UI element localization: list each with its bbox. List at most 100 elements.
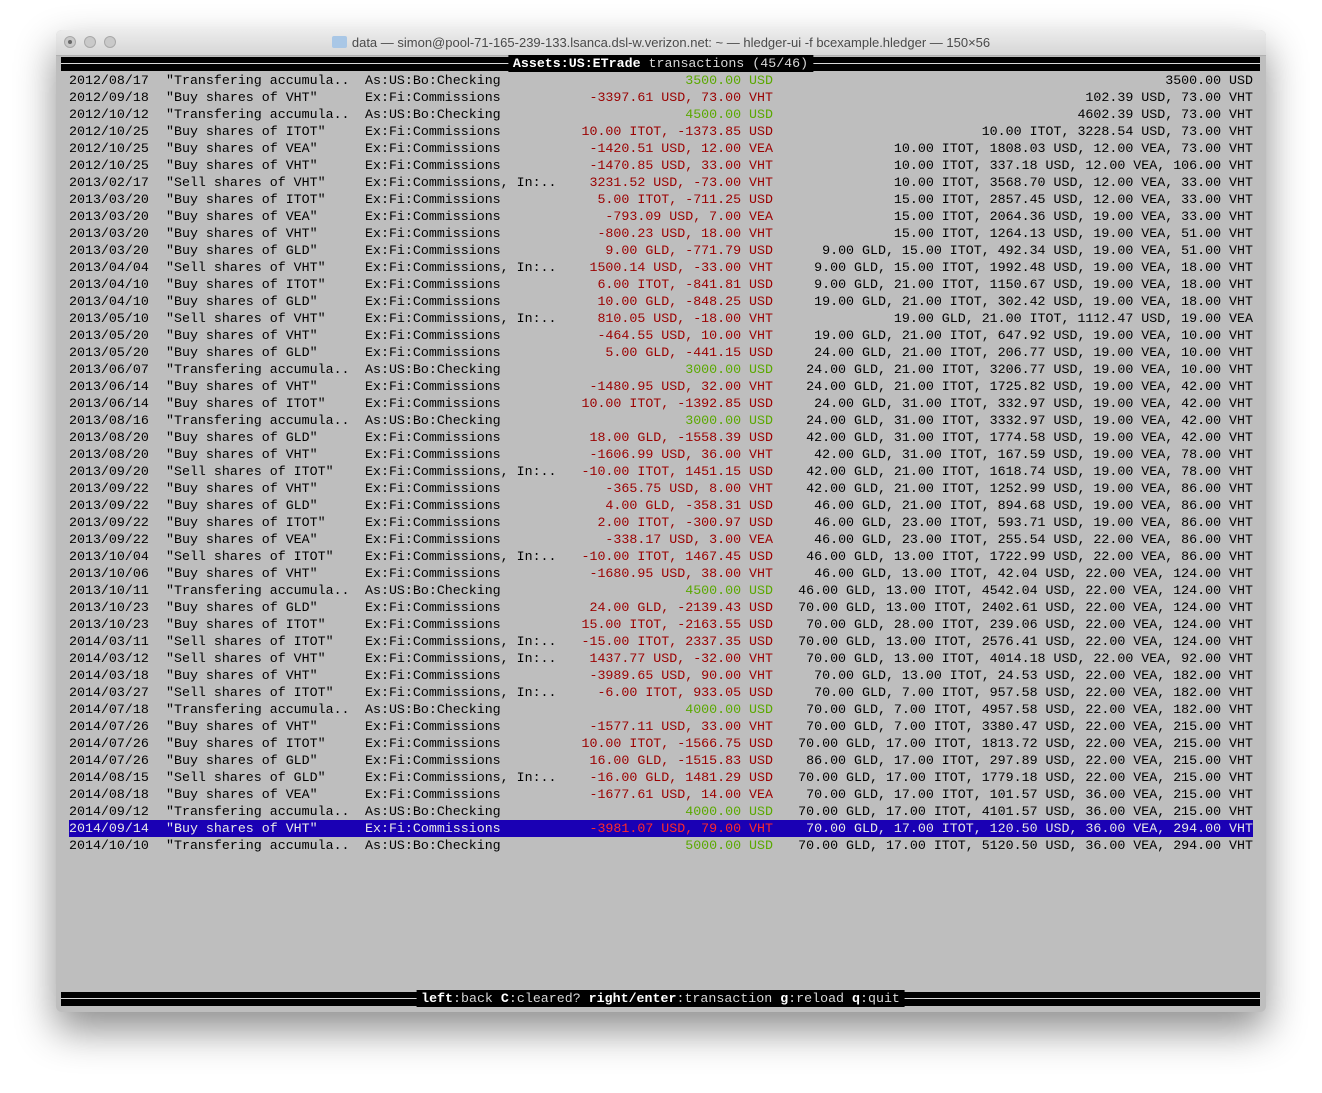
transaction-row[interactable]: 2013/06/07 "Transfering accumula.. As:US:B… [61, 361, 1260, 378]
transaction-row[interactable]: 2013/02/17 "Sell shares of VHT" Ex:Fi:Comm… [61, 174, 1260, 191]
transaction-row[interactable]: 2013/03/20 "Buy shares of ITOT" Ex:Fi:Comm… [61, 191, 1260, 208]
transaction-row[interactable]: 2013/04/04 "Sell shares of VHT" Ex:Fi:Comm… [61, 259, 1260, 276]
row-description: "Buy shares of ITOT" [166, 736, 326, 751]
row-account: Ex:Fi:Commissions, In:.. [365, 685, 557, 700]
row-balance: 70.00 GLD, 7.00 ITOT, 3380.47 USD, 22.00… [806, 719, 1253, 734]
row-date: 2013/08/20 [69, 447, 149, 462]
row-date: 2013/10/04 [69, 549, 149, 564]
transaction-row[interactable]: 2014/09/12 "Transfering accumula.. As:US:B… [61, 803, 1260, 820]
row-balance: 86.00 GLD, 17.00 ITOT, 297.89 USD, 22.00… [806, 753, 1253, 768]
transaction-row[interactable]: 2013/10/04 "Sell shares of ITOT" Ex:Fi:Com… [61, 548, 1260, 565]
row-date: 2014/07/26 [69, 736, 149, 751]
row-balance: 70.00 GLD, 7.00 ITOT, 957.58 USD, 22.00 … [814, 685, 1253, 700]
folder-icon [331, 36, 347, 48]
row-account: Ex:Fi:Commissions [365, 617, 501, 632]
transaction-row[interactable]: 2014/07/26 "Buy shares of ITOT" Ex:Fi:Comm… [61, 735, 1260, 752]
transaction-row[interactable]: 2013/06/14 "Buy shares of ITOT" Ex:Fi:Comm… [61, 395, 1260, 412]
transaction-row[interactable]: 2014/08/18 "Buy shares of VEA" Ex:Fi:Commi… [61, 786, 1260, 803]
row-balance: 19.00 GLD, 21.00 ITOT, 1112.47 USD, 19.0… [893, 311, 1253, 326]
row-account: Ex:Fi:Commissions [365, 719, 501, 734]
row-date: 2014/09/14 [69, 821, 149, 836]
row-account: Ex:Fi:Commissions [365, 600, 501, 615]
transaction-row[interactable]: 2014/03/11 "Sell shares of ITOT" Ex:Fi:Com… [61, 633, 1260, 650]
transaction-row[interactable]: 2013/10/11 "Transfering accumula.. As:US:B… [61, 582, 1260, 599]
transaction-row[interactable]: 2013/04/10 "Buy shares of GLD" Ex:Fi:Commi… [61, 293, 1260, 310]
row-date: 2014/09/12 [69, 804, 149, 819]
transaction-row[interactable]: 2013/09/22 "Buy shares of ITOT" Ex:Fi:Comm… [61, 514, 1260, 531]
row-amount: -3989.65 USD, 90.00 VHT [589, 668, 773, 683]
row-amount: 4500.00 USD [685, 107, 773, 122]
row-balance: 24.00 GLD, 21.00 ITOT, 1725.82 USD, 19.0… [806, 379, 1253, 394]
transaction-row[interactable]: 2013/09/22 "Buy shares of VHT" Ex:Fi:Commi… [61, 480, 1260, 497]
row-balance: 9.00 GLD, 15.00 ITOT, 492.34 USD, 19.00 … [822, 243, 1253, 258]
transaction-row[interactable]: 2012/10/12 "Transfering accumula.. As:US:B… [61, 106, 1260, 123]
transaction-row[interactable]: 2013/03/20 "Buy shares of VEA" Ex:Fi:Commi… [61, 208, 1260, 225]
transaction-row[interactable]: 2013/05/20 "Buy shares of VHT" Ex:Fi:Commi… [61, 327, 1260, 344]
row-date: 2013/09/22 [69, 498, 149, 513]
transaction-row[interactable]: 2013/08/16 "Transfering accumula.. As:US:B… [61, 412, 1260, 429]
transaction-row[interactable]: 2014/07/26 "Buy shares of GLD" Ex:Fi:Commi… [61, 752, 1260, 769]
row-amount: 18.00 GLD, -1558.39 USD [589, 430, 773, 445]
transaction-row[interactable]: 2014/07/26 "Buy shares of VHT" Ex:Fi:Commi… [61, 718, 1260, 735]
transaction-row[interactable]: 2013/08/20 "Buy shares of GLD" Ex:Fi:Commi… [61, 429, 1260, 446]
close-button[interactable] [64, 36, 76, 48]
transaction-row[interactable]: 2013/09/22 "Buy shares of VEA" Ex:Fi:Commi… [61, 531, 1260, 548]
transaction-row[interactable]: 2014/10/10 "Transfering accumula.. As:US:B… [61, 837, 1260, 854]
row-balance: 9.00 GLD, 21.00 ITOT, 1150.67 USD, 19.00… [814, 277, 1253, 292]
header-account: Assets:US:ETrade [512, 56, 641, 71]
title-bar: data — simon@pool-71-165-239-133.lsanca.… [56, 30, 1266, 56]
row-account: Ex:Fi:Commissions [365, 430, 501, 445]
transaction-list[interactable]: 2012/08/17 "Transfering accumula.. As:US:B… [61, 72, 1260, 854]
transaction-row[interactable]: 2012/10/25 "Buy shares of ITOT" Ex:Fi:Comm… [61, 123, 1260, 140]
row-amount: 16.00 GLD, -1515.83 USD [589, 753, 773, 768]
transaction-row[interactable]: 2013/06/14 "Buy shares of VHT" Ex:Fi:Commi… [61, 378, 1260, 395]
header-rest: transactions (45/46) [640, 56, 809, 71]
row-account: Ex:Fi:Commissions, In:.. [365, 651, 557, 666]
transaction-row[interactable]: 2014/08/15 "Sell shares of GLD" Ex:Fi:Comm… [61, 769, 1260, 786]
row-amount: 5.00 ITOT, -711.25 USD [597, 192, 773, 207]
row-date: 2013/04/10 [69, 294, 149, 309]
transaction-row[interactable]: 2013/04/10 "Buy shares of ITOT" Ex:Fi:Comm… [61, 276, 1260, 293]
row-amount: -1420.51 USD, 12.00 VEA [589, 141, 773, 156]
transaction-row[interactable]: 2014/03/12 "Sell shares of VHT" Ex:Fi:Comm… [61, 650, 1260, 667]
row-account: Ex:Fi:Commissions [365, 124, 501, 139]
row-balance: 19.00 GLD, 21.00 ITOT, 647.92 USD, 19.00… [814, 328, 1253, 343]
transaction-row[interactable]: 2014/03/18 "Buy shares of VHT" Ex:Fi:Commi… [61, 667, 1260, 684]
row-amount: 810.05 USD, -18.00 VHT [597, 311, 773, 326]
row-account: Ex:Fi:Commissions [365, 396, 501, 411]
row-description: "Sell shares of VHT" [166, 651, 326, 666]
transaction-row[interactable]: 2012/09/18 "Buy shares of VHT" Ex:Fi:Commi… [61, 89, 1260, 106]
transaction-row-selected[interactable]: 2014/09/14 "Buy shares of VHT" Ex:Fi:Commi… [69, 820, 1253, 837]
window-title: data — simon@pool-71-165-239-133.lsanca.… [56, 35, 1266, 50]
transaction-row[interactable]: 2013/10/06 "Buy shares of VHT" Ex:Fi:Commi… [61, 565, 1260, 582]
transaction-row[interactable]: 2012/10/25 "Buy shares of VEA" Ex:Fi:Commi… [61, 140, 1260, 157]
row-amount: 5.00 GLD, -441.15 USD [605, 345, 773, 360]
row-description: "Buy shares of VHT" [166, 328, 318, 343]
row-date: 2013/05/20 [69, 328, 149, 343]
row-account: As:US:Bo:Checking [365, 362, 501, 377]
transaction-row[interactable]: 2013/08/20 "Buy shares of VHT" Ex:Fi:Commi… [61, 446, 1260, 463]
row-account: Ex:Fi:Commissions [365, 158, 501, 173]
transaction-row[interactable]: 2013/05/20 "Buy shares of GLD" Ex:Fi:Commi… [61, 344, 1260, 361]
transaction-row[interactable]: 2013/10/23 "Buy shares of GLD" Ex:Fi:Commi… [61, 599, 1260, 616]
transaction-row[interactable]: 2013/09/22 "Buy shares of GLD" Ex:Fi:Commi… [61, 497, 1260, 514]
row-account: Ex:Fi:Commissions, In:.. [365, 549, 557, 564]
transaction-row[interactable]: 2013/10/23 "Buy shares of ITOT" Ex:Fi:Comm… [61, 616, 1260, 633]
transaction-row[interactable]: 2013/03/20 "Buy shares of GLD" Ex:Fi:Commi… [61, 242, 1260, 259]
transaction-row[interactable]: 2014/03/27 "Sell shares of ITOT" Ex:Fi:Com… [61, 684, 1260, 701]
row-account: Ex:Fi:Commissions [365, 294, 501, 309]
transaction-row[interactable]: 2013/05/10 "Sell shares of VHT" Ex:Fi:Comm… [61, 310, 1260, 327]
minimize-button[interactable] [84, 36, 96, 48]
terminal-content[interactable]: Assets:US:ETrade transactions (45/46) 20… [61, 55, 1260, 1012]
zoom-button[interactable] [104, 36, 116, 48]
row-balance: 10.00 ITOT, 1808.03 USD, 12.00 VEA, 73.0… [893, 141, 1253, 156]
row-date: 2014/03/12 [69, 651, 149, 666]
transaction-row[interactable]: 2012/08/17 "Transfering accumula.. As:US:B… [61, 72, 1260, 89]
transaction-row[interactable]: 2014/07/18 "Transfering accumula.. As:US:B… [61, 701, 1260, 718]
row-date: 2013/03/20 [69, 243, 149, 258]
row-balance: 4602.39 USD, 73.00 VHT [1077, 107, 1253, 122]
transaction-row[interactable]: 2013/09/20 "Sell shares of ITOT" Ex:Fi:Com… [61, 463, 1260, 480]
transaction-row[interactable]: 2013/03/20 "Buy shares of VHT" Ex:Fi:Commi… [61, 225, 1260, 242]
row-description: "Transfering accumula.. [166, 362, 350, 377]
transaction-row[interactable]: 2012/10/25 "Buy shares of VHT" Ex:Fi:Commi… [61, 157, 1260, 174]
